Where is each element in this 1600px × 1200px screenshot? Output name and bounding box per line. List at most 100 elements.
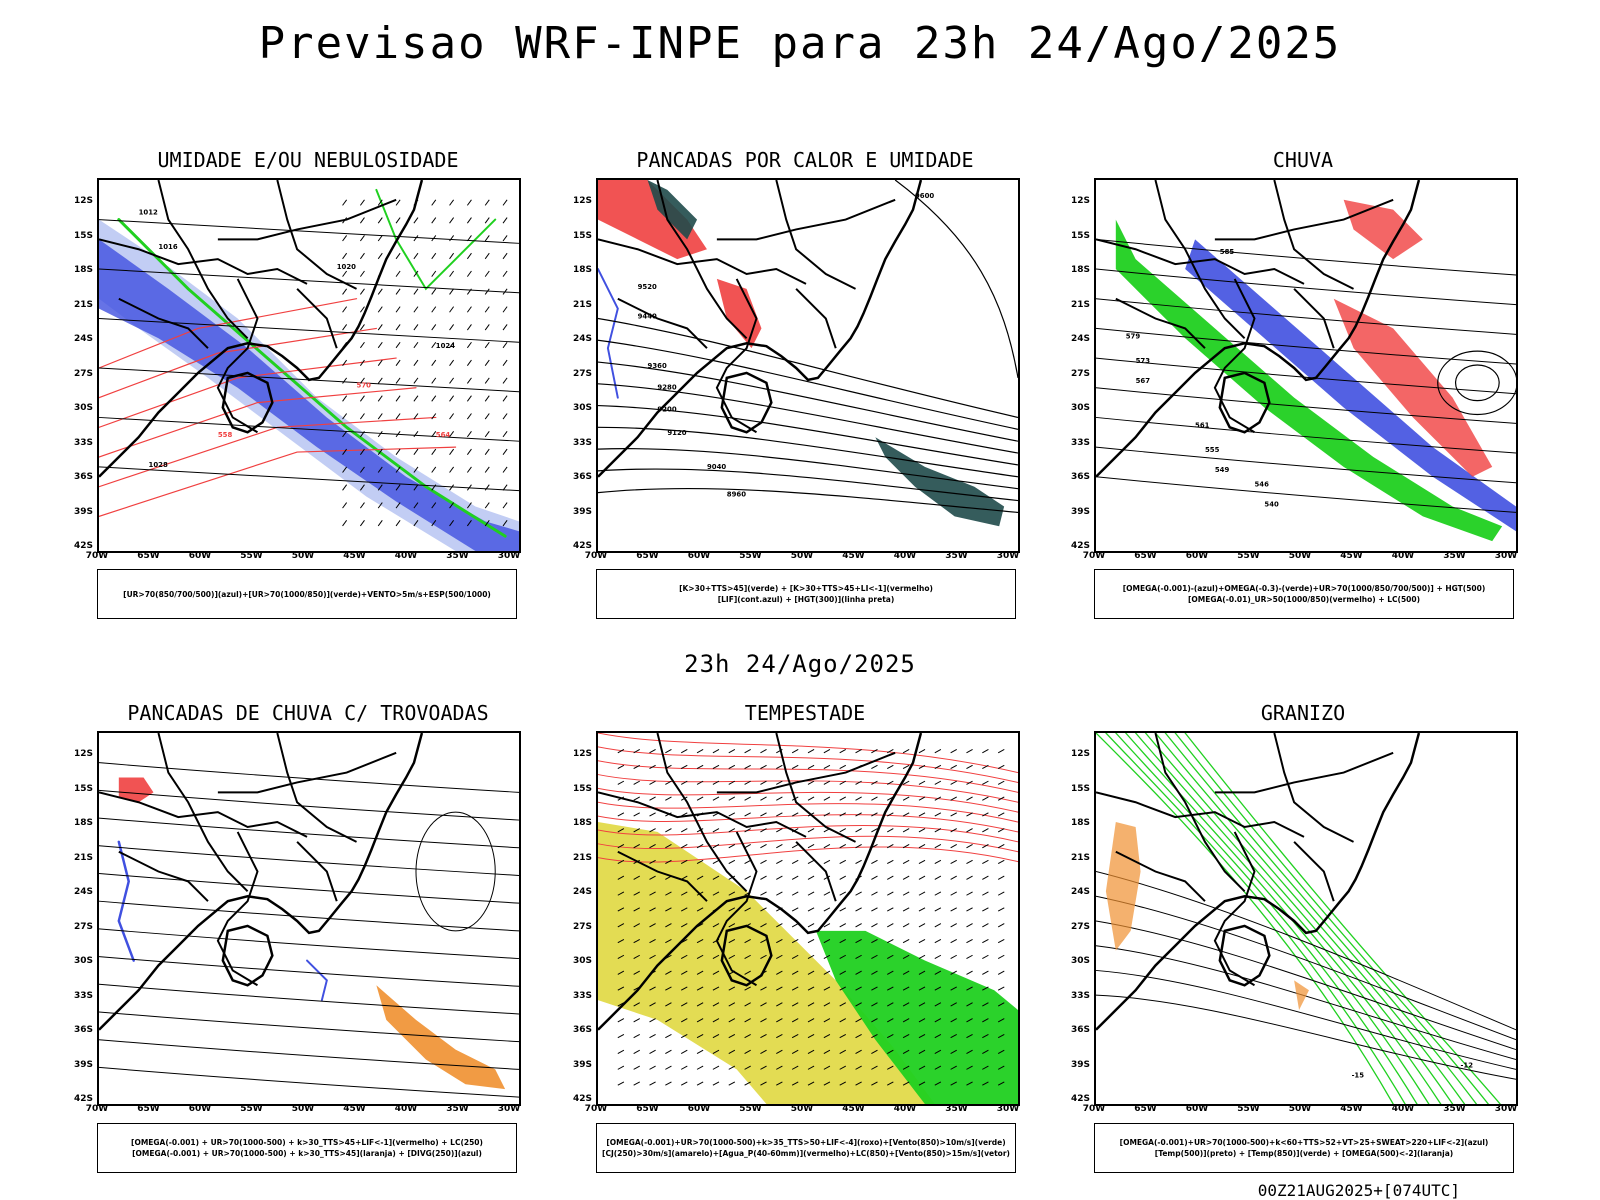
longitude-tick-label: 50W (291, 1104, 315, 1114)
wind-vector (918, 764, 926, 770)
wind-vector (918, 749, 926, 754)
wind-vector (649, 875, 656, 880)
uruguay-border (1218, 371, 1271, 434)
wind-vector (871, 796, 878, 801)
panel-title: TEMPESTADE (744, 701, 866, 725)
wind-vector (760, 780, 767, 785)
hgt500-streamline (1096, 416, 1516, 454)
wind-streamline (99, 789, 519, 821)
wind-vector (997, 749, 1005, 754)
wind-vector (377, 466, 383, 473)
wind-vector (359, 324, 365, 331)
wind-vector (776, 954, 783, 960)
wind-vector (997, 1033, 1005, 1039)
wind-vector (617, 844, 625, 849)
country-border (656, 733, 748, 892)
wind-vector (839, 828, 847, 833)
storm-area-red (118, 777, 154, 803)
wind-vector (466, 377, 472, 384)
wind-vector (902, 1081, 910, 1086)
wind-vector (484, 252, 490, 260)
wind-vector (950, 1065, 957, 1070)
wind-vector (431, 395, 437, 402)
wind-vector (871, 828, 878, 833)
wind-vector (395, 199, 401, 206)
wind-vector (633, 1018, 640, 1023)
wind-vector (997, 1065, 1005, 1070)
wind-vector (431, 466, 437, 473)
wind-vector (760, 923, 767, 928)
wind-vector (807, 1033, 815, 1039)
country-border (118, 850, 209, 902)
wind-vector (807, 1002, 815, 1007)
wind-vector (776, 891, 783, 896)
wind-vector (934, 1002, 942, 1007)
wind-vector (712, 875, 720, 880)
wind-vector (918, 875, 926, 880)
wind-vector (902, 954, 910, 960)
wind-vector (502, 341, 508, 349)
hgt500-streamline (1096, 268, 1516, 306)
wind-vector (466, 359, 472, 366)
coastline (1096, 180, 1421, 478)
wind-vector (696, 764, 704, 770)
latitude-tick-label: 39S (1070, 506, 1090, 517)
country-border (1293, 841, 1335, 902)
precipitable-water-contour (598, 846, 1018, 863)
wind-vector (887, 780, 894, 785)
wind-vector (696, 986, 704, 991)
wind-vector (413, 448, 419, 455)
wind-vector (484, 199, 490, 206)
wind-vector (342, 288, 348, 295)
wind-vector (712, 844, 720, 849)
wind-vector (744, 844, 751, 849)
coastline (598, 180, 923, 478)
contour-label: 9200 (657, 406, 676, 414)
wind-vector (966, 796, 973, 801)
latitude-tick-label: 39S (572, 1059, 592, 1070)
country-border (157, 180, 249, 339)
pressure-contour (99, 466, 519, 492)
wind-streamline (99, 872, 519, 904)
wind-vector (696, 749, 704, 754)
panel-title: UMIDADE E/OU NEBULOSIDADE (157, 148, 459, 172)
wind-vector (395, 252, 401, 260)
wind-vector (760, 1002, 767, 1007)
wind-vector (950, 954, 957, 960)
longitude-tick-label: 40W (1391, 1104, 1415, 1114)
longitude-tick-label: 60W (1185, 1104, 1209, 1114)
wind-vector (791, 1002, 799, 1007)
wind-vector (466, 395, 472, 402)
wind-vector (413, 520, 419, 527)
wind-vector (413, 324, 419, 331)
wind-vector (855, 1081, 862, 1086)
country-border (217, 198, 397, 241)
wind-vector (696, 938, 704, 944)
wind-vector (395, 448, 401, 455)
longitude-tick-label: 60W (1185, 551, 1209, 561)
wind-vector (918, 1002, 926, 1007)
precipitable-water-contour (598, 774, 1018, 803)
contour-label: 540 (1264, 500, 1279, 508)
wind-vector (413, 341, 419, 349)
wind-vector (449, 341, 455, 349)
wind-vector (807, 1065, 815, 1070)
wind-vector (696, 1033, 704, 1039)
wind-vector (377, 484, 383, 491)
wind-vector (413, 377, 419, 384)
wind-vector (934, 828, 942, 833)
wind-vector (502, 306, 508, 313)
wind-vector (413, 270, 419, 277)
wind-vector (449, 288, 455, 295)
wind-vector (791, 891, 799, 896)
contour-label: 558 (218, 431, 233, 439)
wind-vector (950, 844, 957, 849)
wind-vector (617, 1065, 625, 1070)
wind-vector (887, 923, 894, 928)
wind-vector (359, 288, 365, 295)
wind-vector (934, 749, 942, 754)
legend-box: [K>30+TTS>45](verde) + [K>30+TTS>45+LI<-… (596, 569, 1016, 619)
wind-vector (760, 891, 767, 896)
wind-vector (997, 923, 1005, 928)
legend-line: [LIF](cont.azul) + [HGT(300)](linha pret… (717, 595, 895, 604)
